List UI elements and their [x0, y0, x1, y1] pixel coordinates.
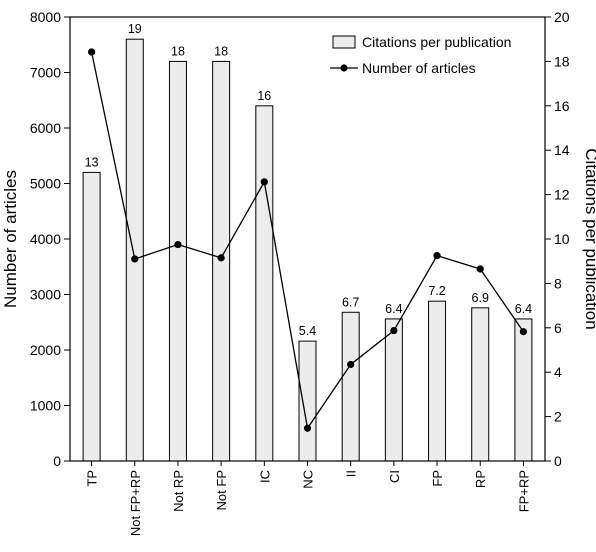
category-label: Not FP+RP — [128, 470, 143, 536]
bar-not-fp-rp — [125, 38, 144, 462]
bar-fp-rp — [514, 318, 533, 462]
left-tick-label: 3000 — [30, 287, 61, 303]
bar-data-label: 5.4 — [299, 324, 316, 338]
left-tick-label: 2000 — [30, 342, 61, 358]
bar-data-label: 18 — [171, 44, 185, 58]
articles-point — [390, 326, 398, 335]
articles-point — [217, 254, 225, 262]
category-label: CI — [387, 470, 402, 483]
articles-point — [131, 255, 139, 263]
axes-layer: 0 1000 2000 3000 4000 5000 6000 7000 8000 0 2 4 6 8 10… — [1, 9, 596, 536]
articles-point — [174, 240, 182, 249]
left-tick-label: 8000 — [30, 9, 61, 25]
articles-point — [303, 424, 312, 432]
legend-line-marker — [340, 64, 348, 72]
category-label: FP — [430, 470, 445, 487]
bar-fp — [428, 300, 447, 462]
bar-data-label: 16 — [257, 89, 271, 103]
bar-data-label: 6.4 — [385, 302, 402, 316]
y-axis-title: Number of articles — [1, 170, 20, 308]
bar-data-label: 13 — [85, 155, 99, 169]
right-tick-label: 10 — [554, 231, 570, 247]
bar-data-label: 6.9 — [472, 291, 489, 305]
right-tick-label: 6 — [554, 320, 562, 336]
right-tick-label: 4 — [554, 364, 562, 380]
bar-data-label: 19 — [128, 22, 142, 36]
category-label: II — [344, 470, 359, 477]
bar-not-rp — [168, 60, 187, 462]
right-tick-label: 18 — [554, 53, 570, 69]
bar-nc — [298, 340, 317, 462]
bar-data-label: 18 — [214, 44, 228, 58]
bar-ii — [341, 311, 360, 462]
right-tick-label: 14 — [554, 142, 570, 158]
legend-bar-swatch — [332, 35, 356, 49]
articles-point — [476, 265, 484, 273]
category-label: RP — [473, 470, 488, 488]
bar-data-label: 6.7 — [342, 295, 359, 309]
legend-bar-label: Citations per publication — [362, 34, 511, 50]
articles-point — [347, 360, 355, 369]
category-label: Not FP — [214, 470, 229, 510]
bars-layer — [82, 38, 533, 462]
right-tick-label: 2 — [554, 409, 562, 425]
articles-point — [433, 252, 441, 260]
left-tick-label: 0 — [53, 453, 61, 469]
y2-axis-title: Citations per publication — [582, 148, 596, 329]
right-tick-label: 0 — [554, 453, 562, 469]
bar-ci — [384, 318, 403, 462]
bar-rp — [471, 307, 490, 462]
legend-line-label: Number of articles — [362, 60, 476, 76]
left-tick-label: 5000 — [30, 176, 61, 192]
right-tick-label: 16 — [554, 98, 570, 114]
category-label: NC — [301, 470, 316, 489]
left-tick-label: 4000 — [30, 231, 61, 247]
bar-tp — [82, 171, 101, 462]
left-tick-label: 6000 — [30, 120, 61, 136]
left-tick-label: 7000 — [30, 65, 61, 81]
right-tick-label: 8 — [554, 275, 562, 291]
legend: Citations per publication Number of artic… — [330, 34, 511, 76]
labels-layer: 13 19 18 18 16 5.4 6.7 6.4 7.2 6.9 6.4 — [85, 22, 533, 338]
articles-point — [519, 328, 528, 336]
category-label: TP — [85, 470, 100, 487]
articles-point — [87, 48, 96, 56]
category-label: IC — [257, 470, 272, 483]
right-tick-label: 20 — [554, 9, 570, 25]
left-tick-label: 1000 — [30, 398, 61, 414]
line-layer — [87, 48, 528, 432]
right-tick-label: 12 — [554, 187, 570, 203]
articles-point — [260, 178, 268, 186]
bar-data-label: 7.2 — [428, 284, 445, 298]
bar-ic — [255, 105, 274, 462]
category-label: Not RP — [171, 470, 186, 512]
bar-data-label: 6.4 — [515, 302, 532, 316]
category-label: FP+RP — [516, 470, 531, 512]
